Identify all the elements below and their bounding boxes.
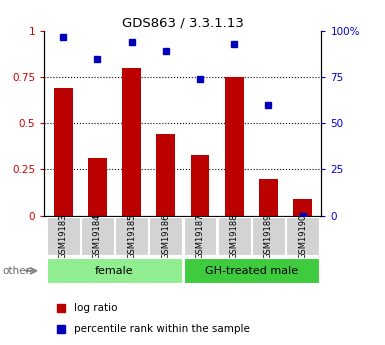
Bar [156,135,175,216]
Bar [47,258,182,283]
Text: log ratio: log ratio [74,303,118,313]
Bar [184,258,319,283]
Bar [259,179,278,216]
Bar [218,217,251,255]
Bar [225,77,244,216]
Bar [184,217,216,255]
Bar [286,217,319,255]
Text: GH-treated male: GH-treated male [205,266,298,276]
Text: GSM19190: GSM19190 [298,214,307,259]
Bar [149,217,182,255]
Bar [81,217,114,255]
Bar [47,217,80,255]
Text: GSM19187: GSM19187 [196,214,204,259]
Text: other: other [2,266,30,276]
Text: GSM19185: GSM19185 [127,214,136,259]
Text: percentile rank within the sample: percentile rank within the sample [74,324,250,334]
Bar [88,158,107,216]
Bar [122,68,141,216]
Bar [115,217,148,255]
Text: GSM19188: GSM19188 [230,214,239,259]
Bar [252,217,285,255]
Text: GSM19184: GSM19184 [93,214,102,259]
Text: female: female [95,266,134,276]
Text: GSM19186: GSM19186 [161,214,170,259]
Text: GSM19189: GSM19189 [264,214,273,259]
Bar [191,155,209,216]
Bar [293,199,312,216]
Text: GSM19183: GSM19183 [59,214,68,259]
Title: GDS863 / 3.3.1.13: GDS863 / 3.3.1.13 [122,17,244,30]
Bar [54,88,72,216]
